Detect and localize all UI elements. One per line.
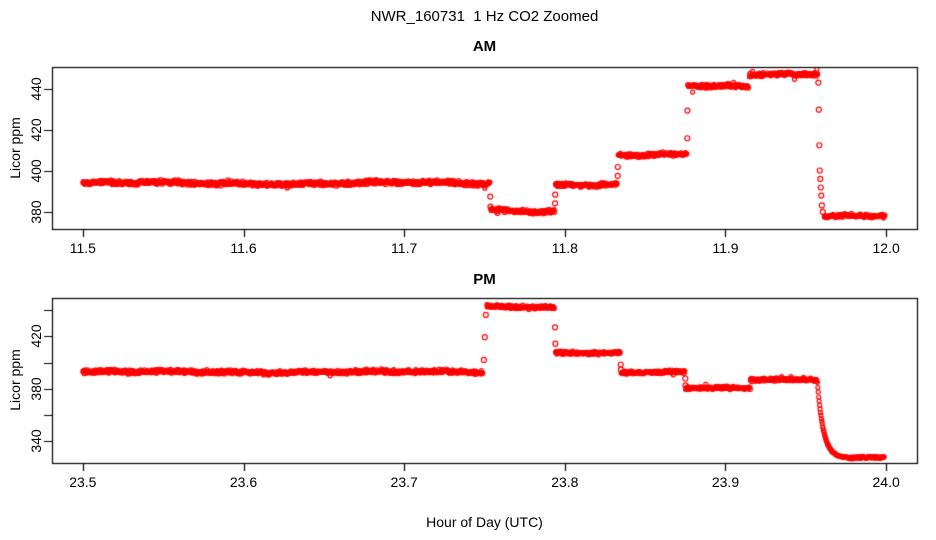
x-tick-label: 11.6 <box>230 240 257 256</box>
x-axis-label: Hour of Day (UTC) <box>426 514 543 530</box>
y-tick-label: 420 <box>28 118 44 142</box>
pm-panel-title: PM <box>473 271 496 288</box>
pm-y-axis-label: Licor ppm <box>7 349 23 411</box>
y-tick-label: 400 <box>28 159 44 183</box>
x-tick-label: 23.8 <box>551 474 579 490</box>
x-tick-label: 23.6 <box>229 474 258 490</box>
y-tick-label: 380 <box>28 376 44 401</box>
y-tick-label: 380 <box>28 200 44 224</box>
x-tick-label: 11.7 <box>391 240 418 256</box>
x-tick-label: 11.5 <box>69 240 96 256</box>
y-tick-label: 440 <box>28 77 44 101</box>
y-tick-label: 340 <box>28 429 44 453</box>
am-panel-title: AM <box>472 38 497 55</box>
x-tick-label: 23.7 <box>390 474 418 490</box>
x-tick-label: 11.8 <box>551 240 578 256</box>
figure-title: NWR_160731 1 Hz CO2 Zoomed <box>370 8 599 25</box>
x-tick-label: 11.9 <box>712 240 739 256</box>
x-tick-label: 23.9 <box>711 474 740 490</box>
x-tick-label: 24.0 <box>872 474 900 490</box>
x-tick-label: 12.0 <box>872 240 900 256</box>
y-tick-label: 420 <box>28 324 44 349</box>
x-tick-label: 23.5 <box>69 474 97 490</box>
am-y-axis-label: Licor ppm <box>7 117 23 179</box>
